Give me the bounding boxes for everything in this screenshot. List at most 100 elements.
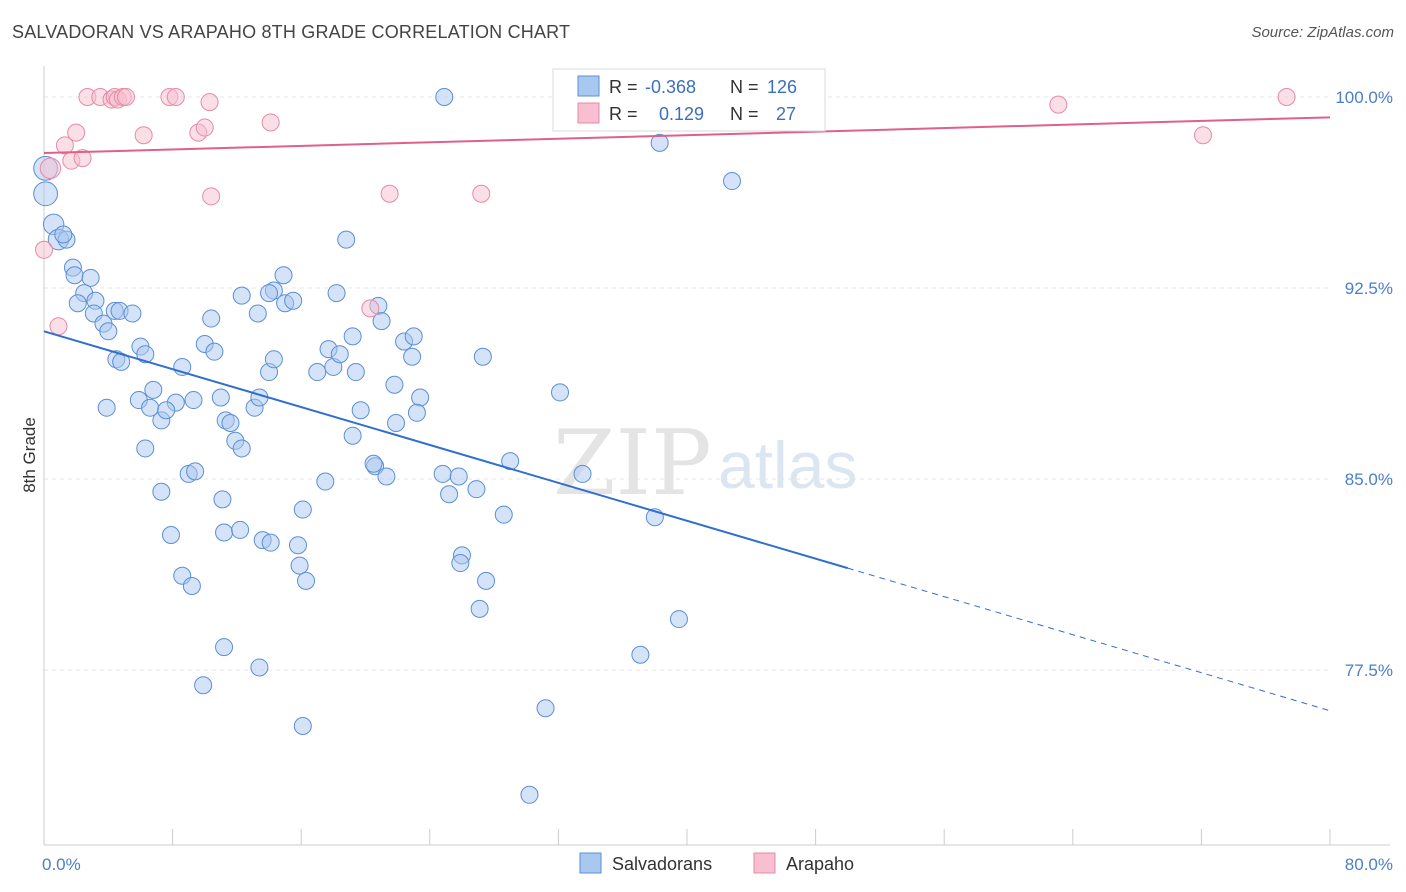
watermark-zip: ZIP — [553, 411, 712, 516]
data-point — [361, 299, 380, 318]
legend-r-value-1: -0.368 — [645, 77, 696, 97]
correlation-legend: R = -0.368 N = 126 R = 0.129 N = 27 — [552, 68, 826, 132]
data-point — [182, 576, 201, 595]
data-point — [403, 347, 422, 366]
data-point — [54, 225, 73, 244]
data-point — [520, 785, 539, 804]
data-point — [152, 482, 171, 501]
data-point — [1277, 88, 1296, 106]
data-point — [330, 345, 349, 364]
legend-n-label-2: N = — [730, 104, 759, 124]
data-point — [161, 526, 180, 545]
data-point — [440, 485, 459, 504]
data-point — [293, 717, 312, 736]
data-point — [473, 347, 492, 366]
data-point — [385, 375, 404, 394]
legend-swatch-arapaho — [577, 102, 600, 124]
data-point — [1194, 126, 1213, 145]
data-point — [364, 454, 383, 473]
data-point — [261, 533, 280, 552]
data-point — [123, 304, 142, 323]
data-point — [250, 658, 269, 677]
data-point — [213, 490, 232, 509]
legend-n-value-2: 27 — [776, 104, 796, 124]
data-point — [248, 304, 267, 323]
data-point — [290, 556, 309, 575]
data-point — [195, 118, 214, 137]
data-point — [536, 699, 555, 718]
data-point — [274, 266, 293, 285]
data-point — [631, 645, 650, 664]
data-point — [284, 291, 303, 310]
data-point — [260, 284, 279, 303]
source-label: Source: ZipAtlas.com — [1251, 24, 1394, 41]
data-point — [435, 88, 454, 106]
data-point — [404, 327, 423, 346]
data-point — [380, 184, 399, 203]
y-tick-label: 92.5% — [1345, 279, 1393, 298]
bottom-legend-swatch-arapaho — [753, 852, 776, 874]
bottom-legend-arapaho: Arapaho — [786, 854, 854, 874]
data-point — [494, 505, 513, 524]
data-point — [33, 181, 59, 207]
data-point — [669, 610, 688, 629]
data-point — [261, 113, 280, 132]
grid — [44, 96, 1330, 671]
data-point — [449, 467, 468, 486]
data-point — [99, 322, 118, 341]
data-point — [470, 599, 489, 618]
data-point — [200, 93, 219, 112]
data-point — [293, 500, 312, 519]
bottom-legend-swatch-salvadorans — [579, 852, 602, 874]
trend-lines — [43, 116, 1331, 712]
x-tick-labels: 0.0% 80.0% — [42, 855, 1393, 874]
salvadorans-trend-line — [43, 330, 849, 570]
series-legend: Salvadorans Arapaho — [579, 852, 854, 874]
arapaho-points — [35, 88, 1296, 336]
data-point — [650, 133, 669, 152]
data-point — [55, 136, 74, 155]
data-point — [215, 638, 234, 657]
y-tick-label: 85.0% — [1345, 470, 1393, 489]
data-point — [467, 480, 486, 499]
legend-n-label-1: N = — [730, 77, 759, 97]
data-point — [116, 88, 135, 106]
data-point — [157, 401, 176, 420]
data-point — [472, 184, 491, 203]
x-tick-label: 0.0% — [42, 855, 81, 874]
y-axis-title: 8th Grade — [20, 417, 39, 493]
chart-title: SALVADORAN VS ARAPAHO 8TH GRADE CORRELAT… — [12, 22, 571, 42]
data-point — [232, 286, 251, 305]
data-point — [67, 123, 86, 142]
data-point — [202, 309, 221, 328]
data-point — [215, 523, 234, 542]
data-point — [411, 388, 430, 407]
data-point — [184, 391, 203, 410]
watermark-atlas: atlas — [718, 428, 857, 502]
data-point — [407, 403, 426, 422]
data-point — [477, 571, 496, 590]
data-point — [343, 327, 362, 346]
data-point — [316, 472, 335, 491]
data-point — [97, 398, 116, 417]
legend-n-value-1: 126 — [767, 77, 797, 97]
data-point — [186, 462, 205, 481]
data-point — [377, 467, 396, 486]
data-point — [81, 268, 100, 287]
data-point — [136, 345, 155, 364]
legend-r-value-2: 0.129 — [659, 104, 704, 124]
legend-swatch-salvadorans — [577, 75, 600, 97]
legend-r-label-1: R = — [609, 77, 638, 97]
data-point — [723, 172, 742, 191]
data-point — [346, 363, 365, 382]
y-tick-labels: 77.5% 85.0% 92.5% 100.0% — [1335, 88, 1393, 680]
data-point — [451, 554, 470, 573]
y-tick-label: 77.5% — [1345, 661, 1393, 680]
data-point — [49, 317, 68, 336]
data-point — [351, 401, 370, 420]
data-point — [35, 240, 53, 259]
data-point — [264, 350, 283, 369]
data-point — [573, 464, 592, 483]
data-point — [337, 230, 356, 249]
